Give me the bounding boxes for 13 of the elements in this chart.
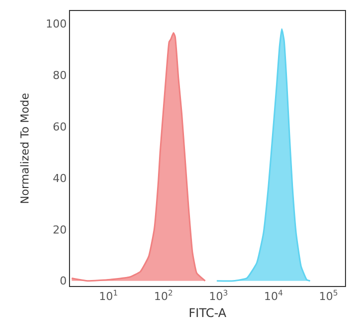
x-tick-label: 10$^{2}$ [154, 288, 173, 304]
y-tick-label: 80 [52, 69, 67, 82]
x-tick-label: 10$^{3}$ [208, 288, 228, 304]
y-tick-label: 100 [46, 18, 67, 31]
x-tick-label: 10$^{1}$ [98, 288, 118, 304]
y-tick-label: 60 [52, 120, 67, 134]
x-axis-title: FITC-A [188, 306, 228, 320]
y-tick-label: 0 [60, 274, 67, 288]
y-tick-label: 20 [52, 223, 67, 236]
y-axis-title: Normalized To Mode [18, 92, 32, 204]
x-tick-label: 10$^{5}$ [318, 288, 338, 304]
x-tick-label: 10$^{4}$ [264, 288, 283, 304]
y-tick-label: 40 [52, 172, 67, 185]
